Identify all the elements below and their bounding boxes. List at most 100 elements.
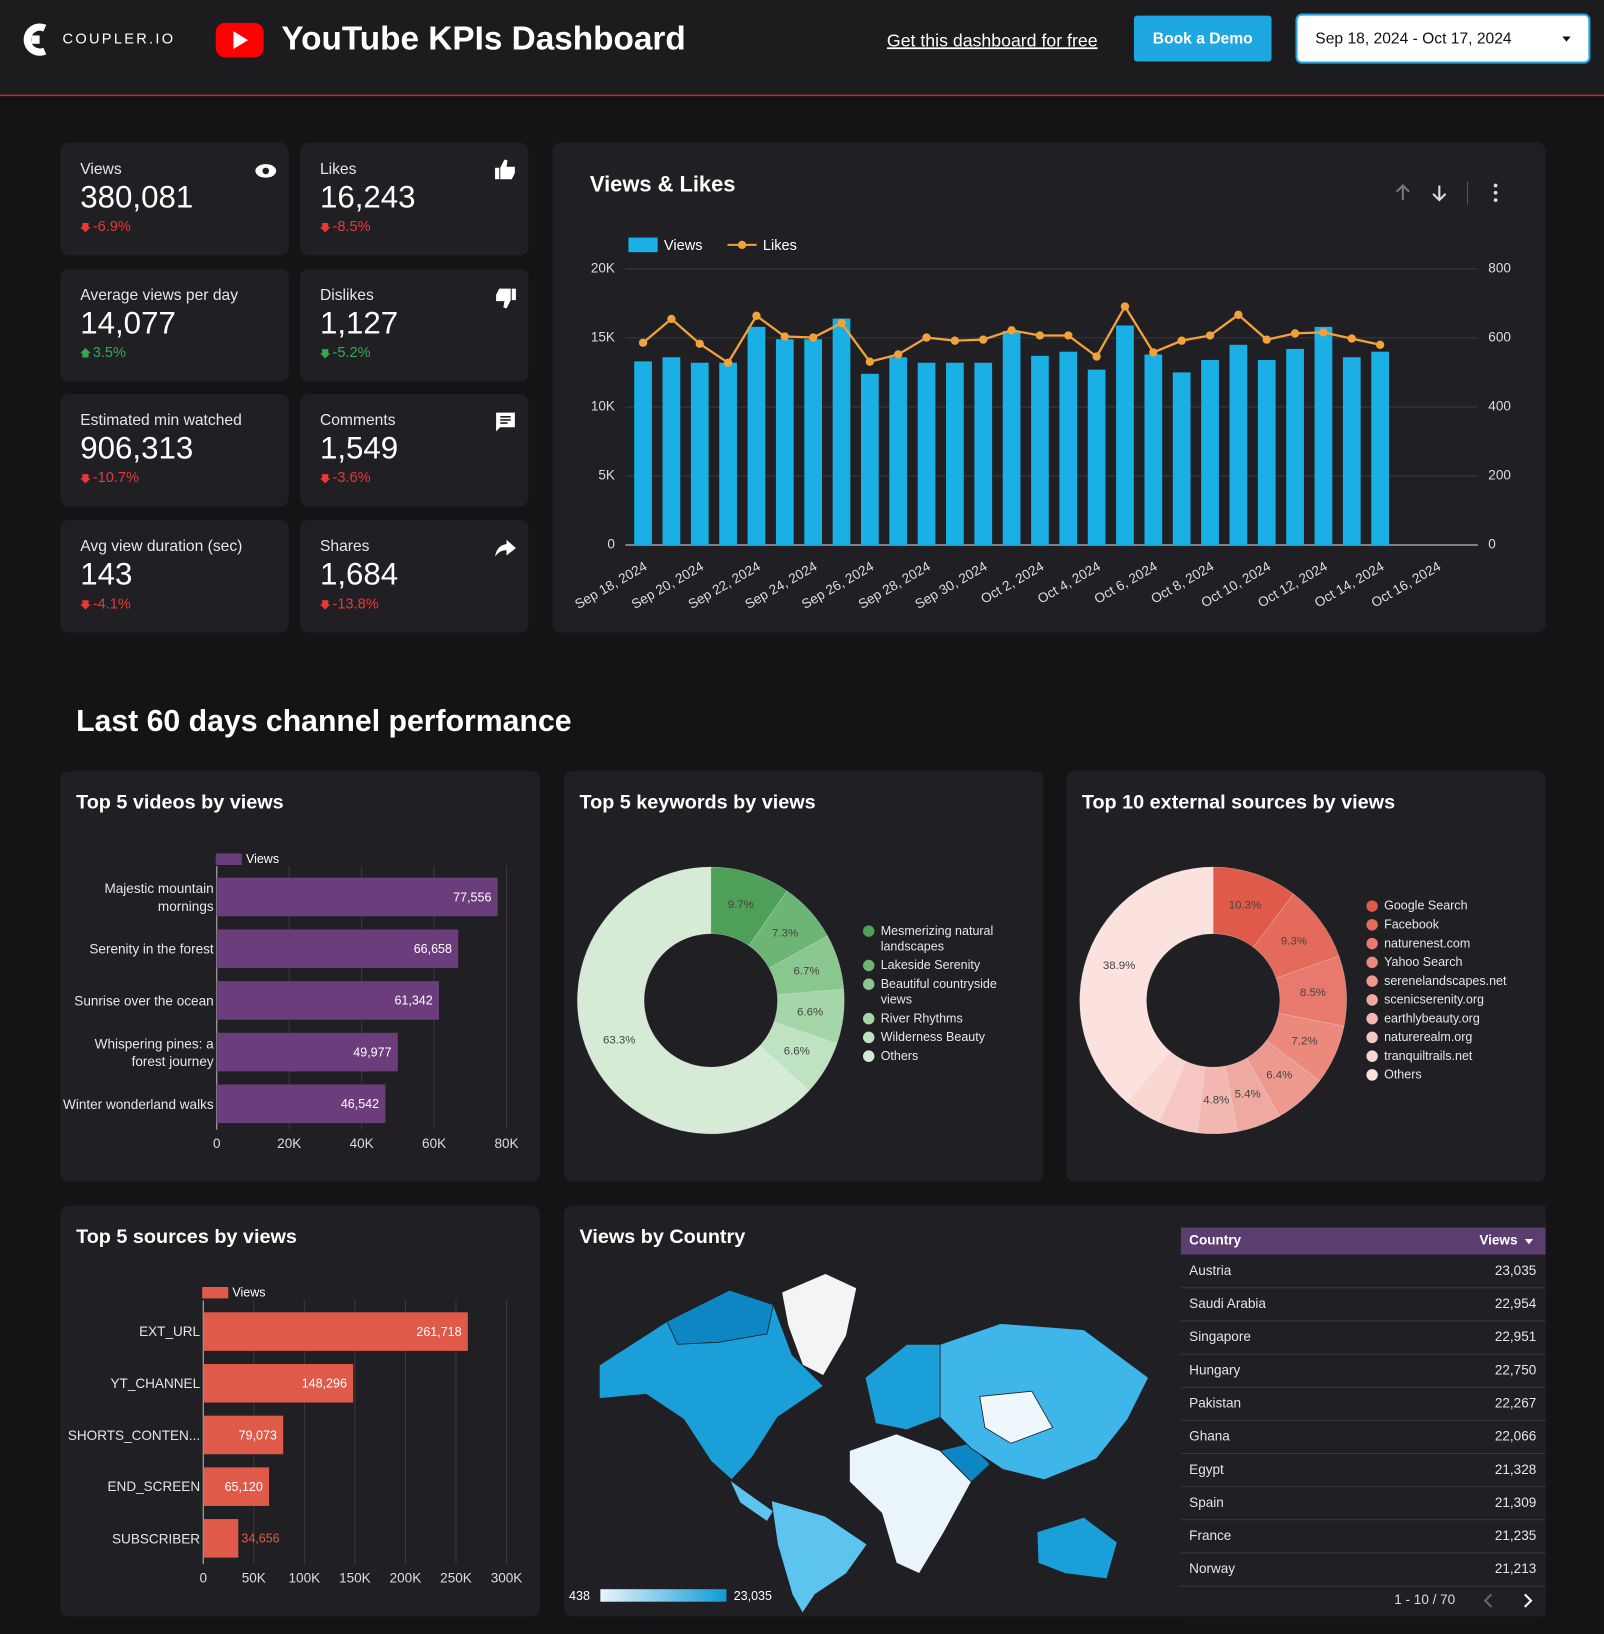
category-label-wrap: SHORTS_CONTEN... xyxy=(47,1412,200,1458)
x-tick-label: 60K xyxy=(422,1136,446,1151)
y-tick-label: 15K xyxy=(591,329,615,344)
legend-swatch xyxy=(862,1031,875,1044)
slice-label: 6.4% xyxy=(1266,1069,1292,1081)
donut-slice xyxy=(1127,1051,1187,1123)
map-asia xyxy=(939,1323,1150,1481)
chart-title: Top 10 external sources by views xyxy=(1082,792,1395,814)
category-label: Whispering pines: a forest journey xyxy=(94,1035,214,1069)
line-point xyxy=(922,333,931,342)
table-cell: 21,309 xyxy=(1495,1495,1536,1510)
value-label: 148,296 xyxy=(302,1377,347,1391)
legend-item: earthlybeauty.org xyxy=(1366,1011,1522,1027)
bar xyxy=(203,1415,284,1455)
kpi-change: -4.1% xyxy=(93,596,131,612)
x-tick-label: 100K xyxy=(289,1570,321,1585)
eye-pupil xyxy=(262,167,270,175)
value-label: 61,342 xyxy=(394,994,432,1008)
bar xyxy=(216,981,439,1020)
book-demo-button[interactable] xyxy=(1133,15,1272,62)
y2-tick-label: 600 xyxy=(1488,329,1511,344)
legend: Google Search Facebook naturenest.com Yahoo… xyxy=(1366,898,1522,1082)
legend-swatch xyxy=(1366,956,1378,969)
y-tick-label: 0 xyxy=(607,537,615,552)
book-demo-label: Book a Demo xyxy=(1153,31,1253,48)
x-tick-label: 300K xyxy=(491,1570,523,1585)
legend-swatch xyxy=(628,237,658,253)
legend-label: Beautiful countryside views xyxy=(880,976,997,1007)
x-tick-label: 40K xyxy=(350,1136,374,1151)
y2-tick-label: 0 xyxy=(1488,537,1496,552)
bar xyxy=(1116,325,1134,546)
kpi-change: 3.5% xyxy=(93,345,126,361)
more-icon[interactable] xyxy=(1493,190,1498,195)
sort-down-icon[interactable] xyxy=(1432,185,1447,202)
donut-slice xyxy=(1265,1012,1345,1082)
legend-label: Others xyxy=(880,1048,919,1063)
category-label: Majestic mountain mornings xyxy=(104,880,214,914)
bar xyxy=(1031,355,1049,546)
table-cell: Spain xyxy=(1189,1495,1224,1510)
table-cell: Singapore xyxy=(1189,1329,1251,1344)
kpi-trend-arrow xyxy=(319,223,331,233)
slice-label: 6.6% xyxy=(784,1046,810,1058)
date-range-picker[interactable] xyxy=(1295,13,1591,64)
line-point xyxy=(1149,348,1158,357)
legend-label: Views xyxy=(664,238,703,254)
kpi-change: -10.7% xyxy=(93,470,139,486)
bar xyxy=(1286,348,1304,546)
legend-item: Others xyxy=(1366,1067,1522,1083)
kpi-trend-arrow xyxy=(80,223,91,233)
slice-label: 6.7% xyxy=(793,965,819,977)
legend-label: serenelandscapes.net xyxy=(1384,973,1507,988)
category-label-wrap: Whispering pines: a forest journey xyxy=(60,1029,214,1075)
kpi-card xyxy=(300,520,529,633)
line-point xyxy=(1177,336,1186,345)
x-tick-label: 20K xyxy=(277,1136,301,1151)
table-cell: France xyxy=(1189,1528,1231,1543)
color-scale xyxy=(600,1589,727,1602)
table-cell: Austria xyxy=(1189,1263,1232,1278)
line-point xyxy=(1234,310,1243,319)
next-page[interactable] xyxy=(1524,1593,1533,1608)
bar xyxy=(1002,330,1021,546)
kpi-card xyxy=(300,268,529,382)
category-label-box: YT_CHANNEL xyxy=(111,1375,201,1391)
logo-icon xyxy=(23,23,47,56)
bar xyxy=(889,357,908,546)
value-label: 65,120 xyxy=(225,1480,263,1494)
category-label-wrap: Sunrise over the ocean xyxy=(60,977,213,1023)
value-label: 66,658 xyxy=(414,942,452,956)
donut-slice xyxy=(1275,955,1347,1027)
legend-item: naturenest.com xyxy=(1366,936,1522,952)
legend-label: Views xyxy=(246,852,279,866)
category-label: SUBSCRIBER xyxy=(112,1530,201,1547)
category-label-wrap: Winter wonderland walks xyxy=(60,1081,214,1127)
legend-label: Mesmerizing natural landscapes xyxy=(880,923,994,954)
value-label: 261,718 xyxy=(416,1325,461,1339)
free-dashboard-link[interactable]: Get this dashboard for free xyxy=(887,30,1098,50)
line-point xyxy=(808,333,818,342)
kpi-label: Dislikes xyxy=(320,287,374,304)
more-icon[interactable] xyxy=(1493,198,1498,202)
category-label-wrap: Majestic mountain mornings xyxy=(60,874,213,920)
sort-up-icon[interactable] xyxy=(1395,184,1410,201)
kpi-value: 380,081 xyxy=(80,179,193,214)
chart-title: Views by Country xyxy=(579,1226,745,1248)
table-cell: 21,328 xyxy=(1495,1462,1536,1477)
prev-page[interactable] xyxy=(1483,1593,1493,1608)
legend-swatch xyxy=(202,1286,229,1299)
line-point xyxy=(1375,340,1385,349)
date-range-caret xyxy=(1562,36,1571,42)
date-range-text: Sep 18, 2024 - Oct 17, 2024 xyxy=(1315,31,1512,48)
bar xyxy=(719,362,737,546)
kpi-change: -8.5% xyxy=(332,219,370,235)
map-south-america xyxy=(770,1500,868,1614)
line-point xyxy=(1290,329,1300,338)
legend-swatch xyxy=(1366,1069,1378,1081)
slice-label: 38.9% xyxy=(1103,960,1135,972)
donut-slice xyxy=(1079,866,1214,1104)
bar xyxy=(974,362,993,546)
more-icon[interactable] xyxy=(1493,183,1498,188)
column-header[interactable]: Views xyxy=(1479,1233,1517,1248)
category-label: Winter wonderland walks xyxy=(63,1095,214,1112)
